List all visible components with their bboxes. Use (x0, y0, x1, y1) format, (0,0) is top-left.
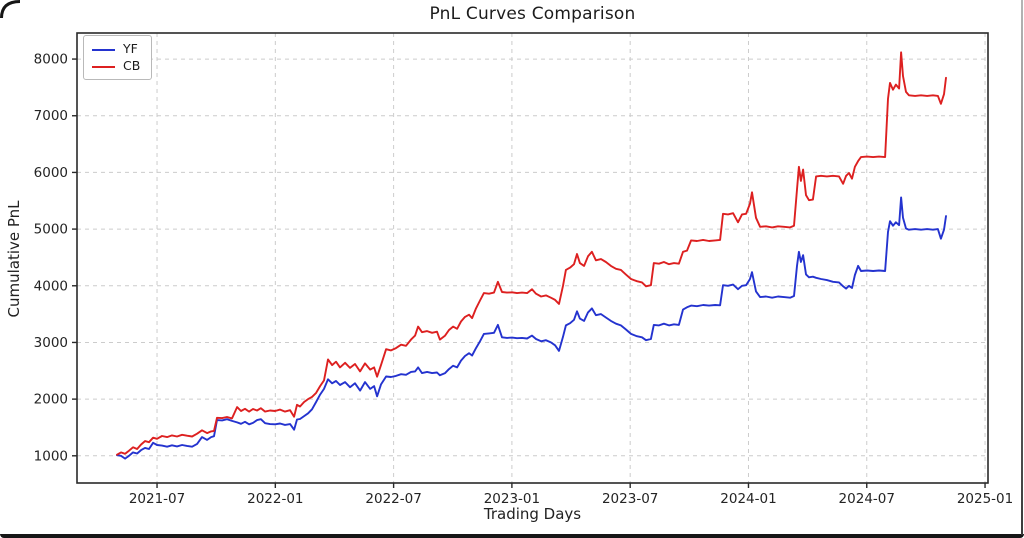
x-tick-label: 2022-07 (365, 491, 421, 507)
window-right-edge (1021, 0, 1023, 535)
window-bottom-edge (0, 534, 1024, 538)
x-tick-label: 2022-01 (247, 491, 303, 507)
axes-spines (76, 32, 989, 484)
y-tick-label: 6000 (34, 165, 68, 181)
y-tick-label: 3000 (34, 335, 68, 351)
x-tick-label: 2023-01 (484, 491, 540, 507)
y-tick-label: 1000 (34, 448, 68, 464)
legend: YF CB (83, 35, 152, 80)
y-tick-label: 4000 (34, 278, 68, 294)
cb-line-swatch (92, 65, 115, 68)
x-axis-label: Trading Days (483, 505, 582, 523)
y-tick-label: 2000 (34, 392, 68, 408)
x-tick-label: 2025-01 (957, 491, 1013, 507)
y-axis-label: Cumulative PnL (5, 200, 23, 318)
x-tick-label: 2024-01 (720, 491, 776, 507)
x-tick-label: 2021-07 (129, 491, 185, 507)
legend-label-cb: CB (123, 58, 141, 74)
y-tick-label: 5000 (34, 222, 68, 238)
yf-line-swatch (92, 48, 115, 51)
series-line-cb (116, 51, 947, 456)
legend-item-cb: CB (92, 59, 144, 74)
series-line-yf (116, 196, 947, 460)
y-tick-label: 8000 (34, 52, 68, 68)
legend-label-yf: YF (123, 41, 138, 57)
x-tick-label: 2024-07 (839, 491, 895, 507)
x-tick-label: 2023-07 (602, 491, 658, 507)
window-corner-arc (0, 0, 21, 19)
chart-title: PnL Curves Comparison (429, 4, 636, 24)
y-tick-label: 7000 (34, 108, 68, 124)
legend-item-yf: YF (92, 42, 144, 57)
